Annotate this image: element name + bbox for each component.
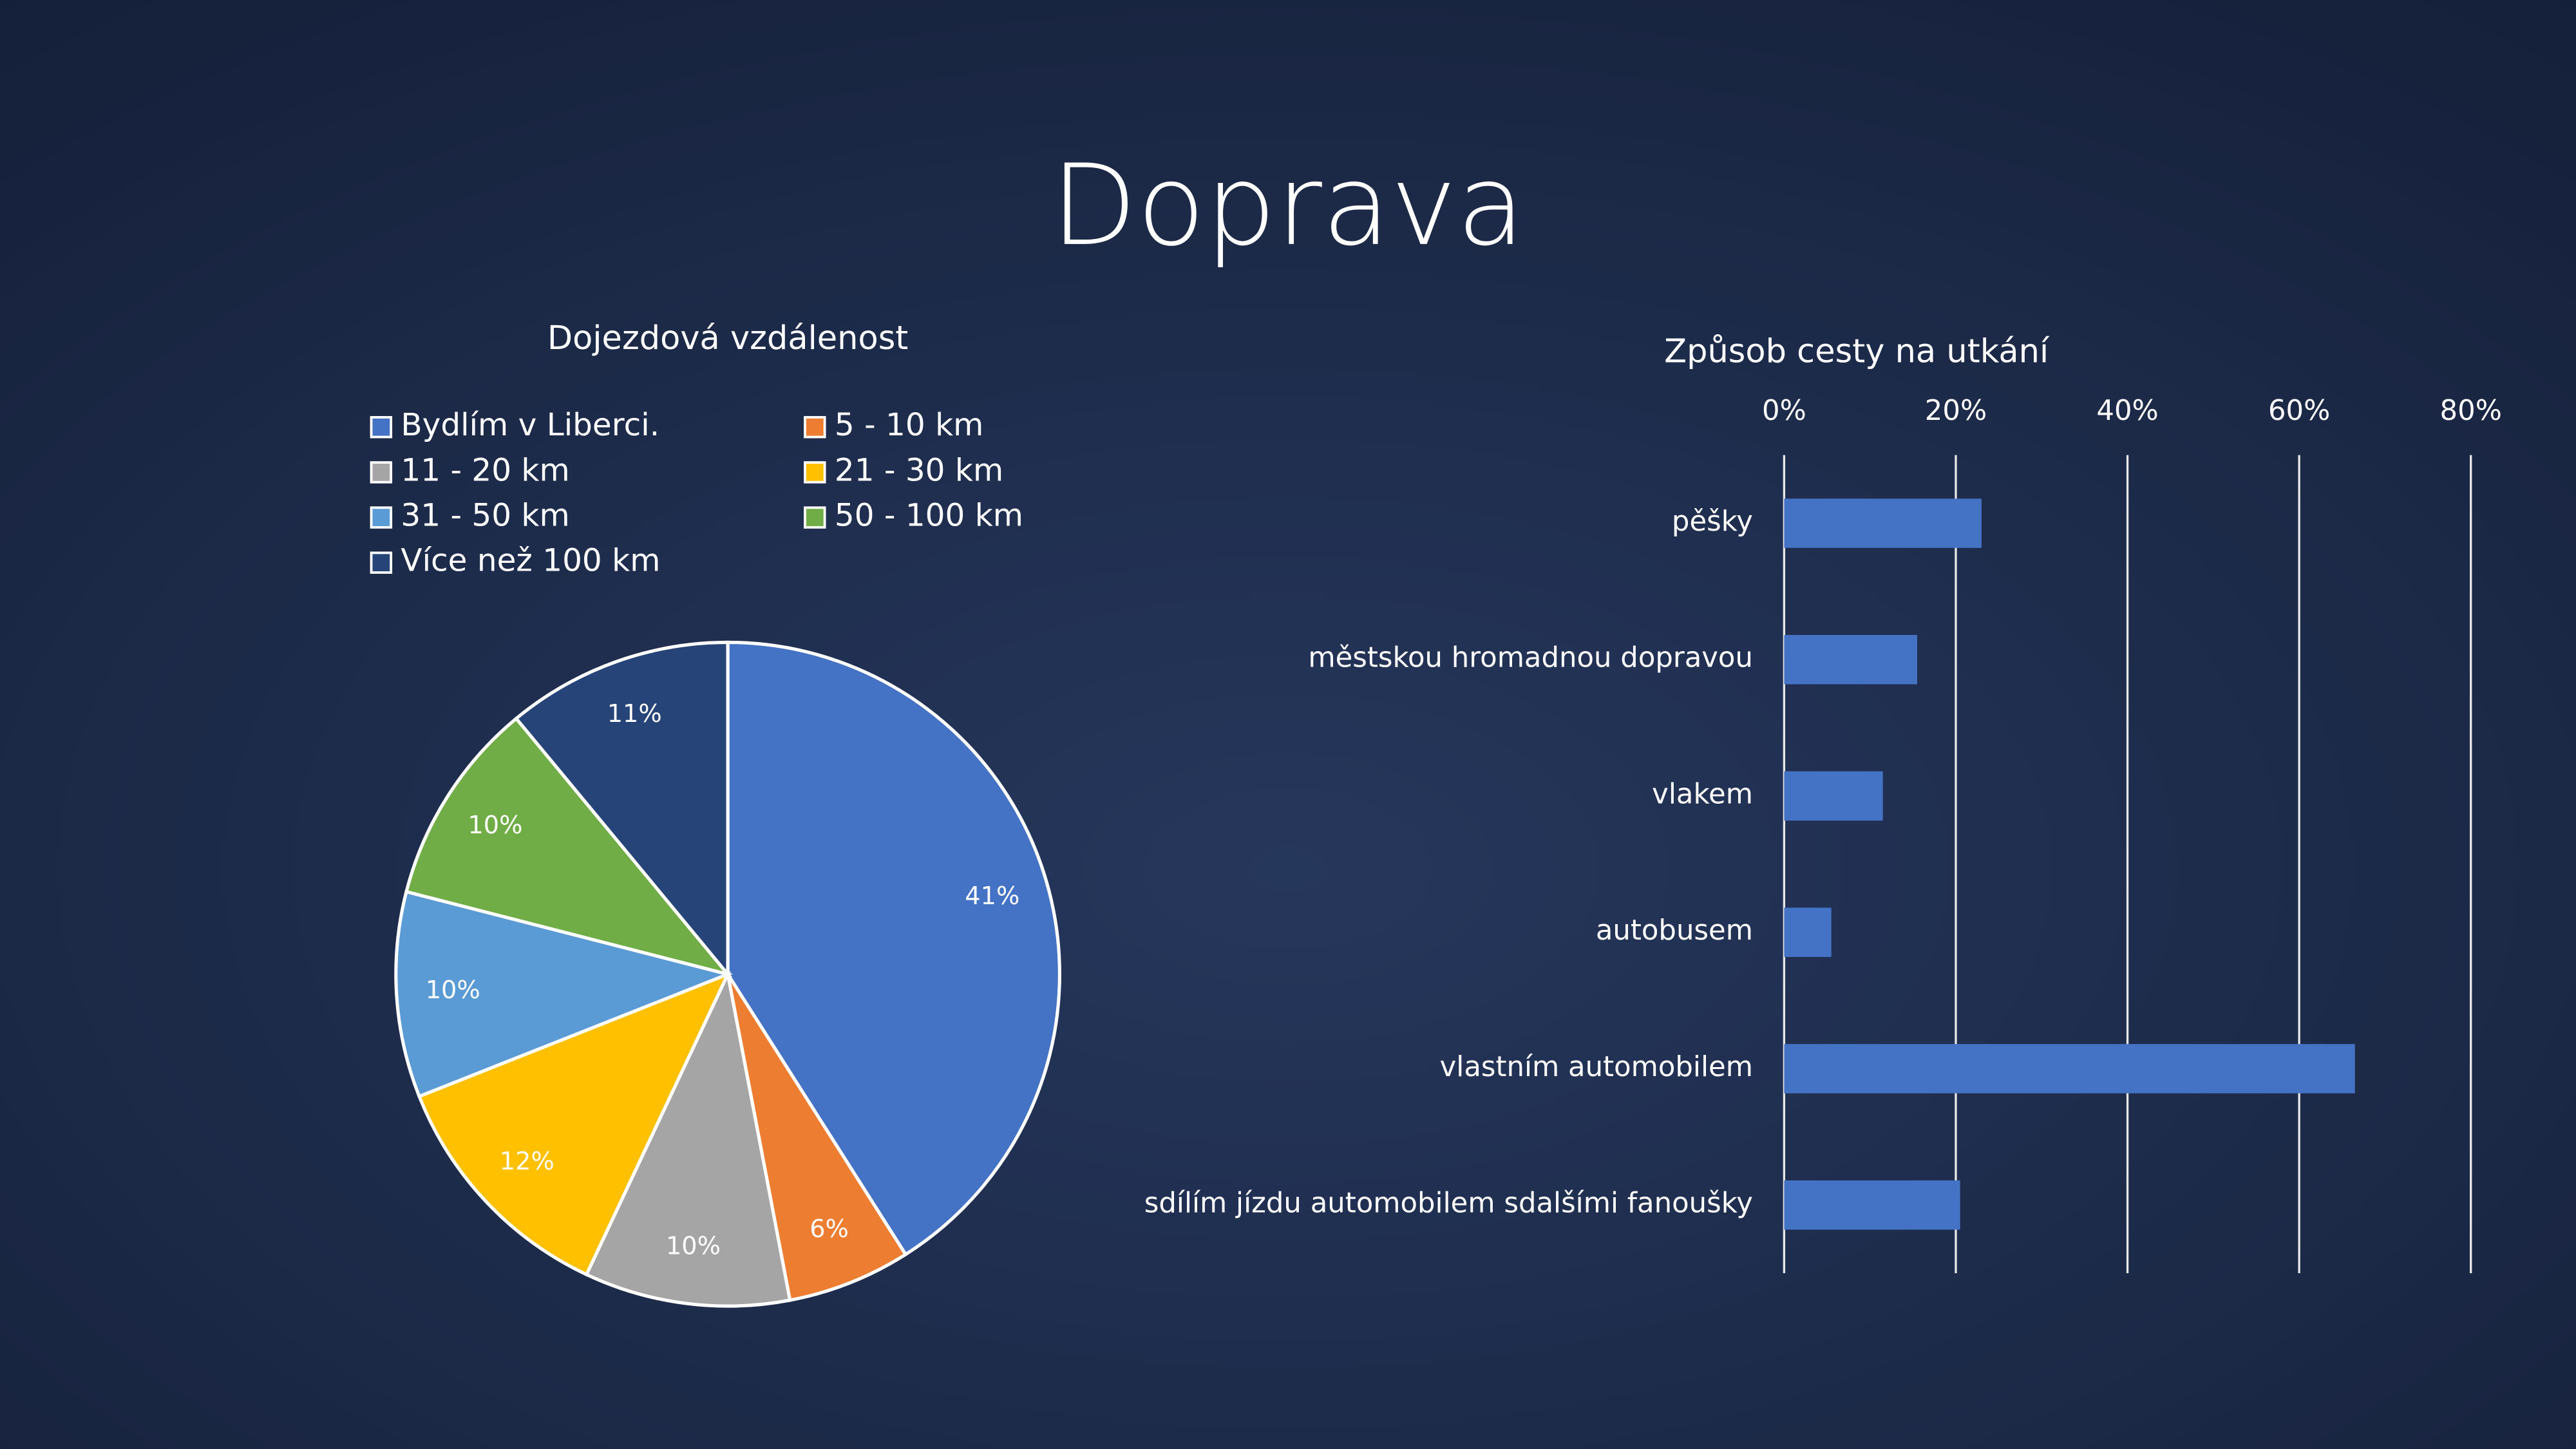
pie-slice — [726, 973, 908, 1302]
legend-label: Více než 100 km — [401, 543, 660, 579]
x-tick-label: 0% — [1762, 395, 1806, 427]
legend-swatch — [804, 416, 826, 439]
y-tick-label: vlakem — [1652, 778, 1753, 810]
data-label: 10% — [468, 811, 522, 840]
bar — [1784, 907, 1832, 957]
legend-label: 50 - 100 km — [835, 498, 1023, 534]
y-tick-label: autobusem — [1596, 914, 1753, 947]
bar — [1784, 1044, 2355, 1094]
pie-slice — [584, 969, 792, 1308]
bar — [1784, 498, 1982, 548]
data-label: 41% — [965, 882, 1019, 911]
chart-title: Způsob cesty na utkání — [1664, 332, 2050, 370]
legend-swatch — [370, 506, 393, 529]
data-label: 10% — [426, 976, 480, 1005]
legend-swatch — [370, 416, 393, 439]
bar — [1784, 1180, 1960, 1230]
data-label: 10% — [666, 1232, 721, 1261]
pie-slice — [404, 716, 733, 978]
data-label: 6% — [810, 1215, 849, 1244]
chart-title: Dojezdová vzdálenost — [547, 319, 908, 357]
legend-swatch — [804, 506, 826, 529]
y-tick-label: pěšky — [1672, 506, 1753, 538]
data-label: 12% — [500, 1147, 554, 1176]
legend-label: 11 - 20 km — [401, 452, 569, 488]
pie-slice — [514, 640, 730, 979]
legend-swatch — [370, 461, 393, 484]
x-tick-label: 60% — [2268, 395, 2330, 427]
legend-swatch — [804, 461, 826, 484]
x-tick-label: 20% — [1925, 395, 1987, 427]
data-label: 11% — [607, 699, 662, 728]
y-tick-label: sdílím jízdu automobilem sdalšími fanouš… — [1144, 1188, 1753, 1220]
x-tick-label: 40% — [2096, 395, 2158, 427]
legend-label: 31 - 50 km — [401, 498, 569, 534]
legend-label: 21 - 30 km — [835, 452, 1003, 488]
x-tick-label: 80% — [2440, 395, 2502, 427]
y-tick-label: městskou hromadnou dopravou — [1308, 642, 1753, 674]
slide-title: Doprava — [1051, 140, 1525, 270]
bar — [1784, 634, 1918, 685]
pie-slice — [394, 889, 734, 1099]
legend-swatch — [370, 551, 393, 574]
bar — [1784, 771, 1883, 821]
pie-slice — [726, 640, 1061, 1257]
legend-label: Bydlím v Liberci. — [401, 407, 659, 443]
legend-label: 5 - 10 km — [835, 407, 983, 443]
y-tick-label: vlastním automobilem — [1440, 1051, 1753, 1083]
pie-slice — [417, 971, 732, 1277]
